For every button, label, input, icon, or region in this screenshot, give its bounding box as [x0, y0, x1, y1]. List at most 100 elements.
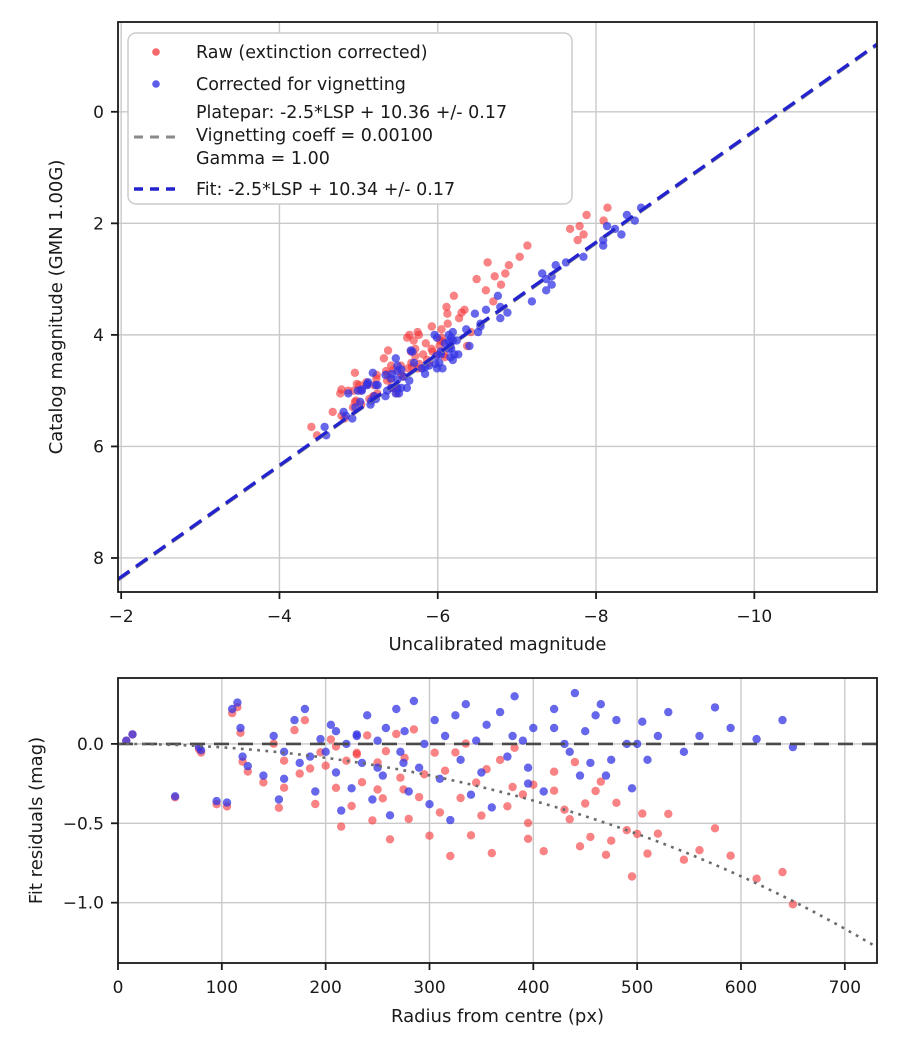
raw-residual-point — [392, 729, 401, 739]
raw-point — [449, 291, 459, 300]
y-tick-label: 0.0 — [77, 735, 104, 755]
raw-point — [504, 261, 514, 270]
raw-residual-point — [290, 725, 299, 735]
corrected-residual-point — [378, 771, 387, 780]
raw-point — [403, 364, 413, 373]
corrected-residual-point — [363, 711, 372, 720]
corrected-point — [444, 330, 453, 340]
corrected-residual-point — [446, 815, 455, 825]
legend-corrected-marker — [152, 80, 160, 88]
raw-point — [418, 350, 428, 359]
corrected-residual-point — [196, 746, 206, 755]
corrected-point — [391, 354, 400, 363]
raw-point — [442, 302, 451, 312]
raw-residual-point — [472, 778, 481, 787]
raw-residual-point — [607, 836, 616, 845]
bottom-xaxis-title: Radius from centre (px) — [391, 1006, 604, 1027]
bottom-axes: 0 100 200 300 400 500 600 700 0.0 −0.5 −1.0 Radius … — [26, 677, 878, 1027]
corrected-residual-point — [679, 747, 689, 756]
y-tick-label: 6 — [93, 437, 104, 457]
raw-residual-point — [565, 815, 574, 824]
bottom-lines — [118, 742, 877, 948]
corrected-point — [405, 376, 414, 385]
corrected-residual-point — [503, 752, 512, 761]
raw-residual-point — [549, 767, 559, 776]
corrected-point — [320, 422, 329, 432]
corrected-point — [542, 274, 551, 284]
corrected-residual-point — [243, 761, 252, 771]
raw-residual-point — [643, 849, 652, 858]
corrected-residual-point — [710, 703, 720, 712]
raw-point — [496, 280, 506, 289]
raw-residual-point — [456, 793, 465, 803]
corrected-residual-point — [238, 752, 247, 761]
legend-raw-label: Raw (extinction corrected) — [196, 43, 428, 63]
corrected-residual-point — [311, 787, 320, 796]
raw-residual-point — [305, 764, 315, 773]
corrected-point — [438, 364, 447, 373]
x-tick-label: 300 — [413, 978, 445, 998]
corrected-residual-point — [638, 717, 647, 726]
raw-point — [481, 286, 491, 295]
corrected-residual-point — [295, 758, 304, 768]
corrected-point — [368, 368, 377, 377]
x-tick-label: −10 — [736, 607, 772, 627]
legend-fit-label: Fit: -2.5*LSP + 10.34 +/- 0.17 — [196, 180, 455, 200]
y-tick-label: 8 — [93, 549, 104, 569]
corrected-residual-point — [752, 734, 761, 744]
corrected-residual-point — [368, 795, 377, 804]
corrected-residual-point — [326, 720, 336, 729]
bottom-panel: 0 100 200 300 400 500 600 700 0.0 −0.5 −1.0 Radius … — [26, 677, 878, 1027]
raw-residual-point — [337, 822, 346, 831]
corrected-residual-point — [373, 763, 382, 772]
corrected-residual-point — [269, 731, 278, 741]
y-tick-label: 0 — [93, 103, 104, 123]
corrected-residual-point — [523, 779, 533, 788]
raw-residual-point — [601, 850, 611, 859]
raw-residual-point — [653, 829, 663, 838]
raw-residual-point — [695, 846, 704, 855]
corrected-residual-point — [425, 800, 434, 809]
corrected-residual-point — [440, 731, 450, 741]
corrected-residual-point — [523, 763, 533, 772]
raw-residual-point — [510, 743, 519, 752]
corrected-residual-point — [596, 700, 605, 709]
corrected-residual-point — [612, 715, 621, 725]
raw-residual-point — [363, 731, 372, 740]
raw-point — [523, 241, 532, 250]
corrected-point — [386, 374, 396, 383]
corrected-residual-point — [653, 731, 663, 741]
corrected-residual-point — [482, 720, 491, 729]
raw-residual-point — [279, 756, 289, 765]
raw-residual-point — [295, 769, 304, 778]
corrected-point — [547, 280, 556, 289]
corrected-residual-point — [695, 731, 704, 741]
corrected-residual-point — [373, 736, 382, 745]
raw-residual-point — [503, 802, 512, 811]
corrected-residual-point — [529, 723, 538, 733]
raw-point — [443, 319, 452, 328]
corrected-residual-point — [274, 795, 284, 804]
corrected-residual-point — [420, 739, 429, 749]
corrected-point — [465, 341, 474, 351]
corrected-point — [617, 230, 626, 239]
raw-residual-point — [321, 761, 330, 770]
raw-residual-point — [409, 725, 419, 734]
corrected-residual-point — [430, 715, 439, 725]
raw-residual-point — [523, 834, 533, 843]
raw-residual-point — [679, 855, 689, 864]
raw-residual-point — [326, 735, 336, 744]
raw-point — [437, 325, 446, 334]
raw-residual-point — [591, 786, 600, 796]
raw-residual-point — [523, 818, 533, 828]
corrected-residual-point — [236, 723, 245, 733]
raw-point — [383, 346, 393, 355]
raw-residual-point — [414, 792, 424, 802]
x-tick-label: 500 — [621, 978, 653, 998]
corrected-point — [527, 297, 537, 306]
raw-residual-point — [638, 809, 647, 818]
corrected-point — [348, 414, 357, 423]
raw-residual-point — [440, 766, 450, 775]
x-tick-label: 100 — [206, 978, 238, 998]
corrected-residual-point — [347, 784, 356, 793]
